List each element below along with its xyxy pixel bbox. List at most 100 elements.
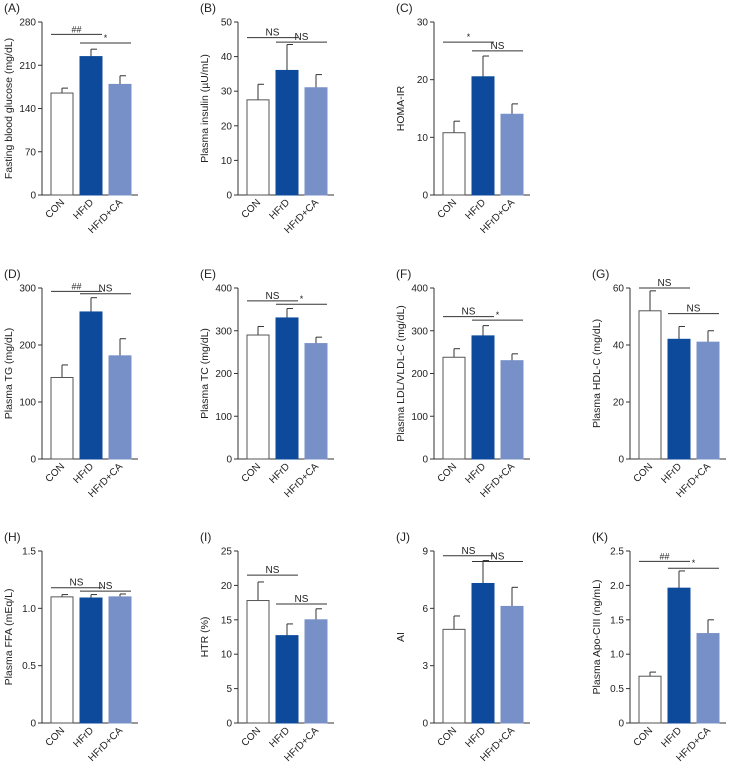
y-tick-label: 40 bbox=[221, 52, 233, 63]
significance-label: NS bbox=[491, 41, 505, 52]
x-tick-label: CON bbox=[240, 197, 264, 221]
panel-label: (I) bbox=[200, 530, 211, 544]
y-tick-label: 0 bbox=[422, 455, 428, 466]
significance-label: * bbox=[467, 32, 471, 42]
y-axis-label: Plasma FFA (mEq/L) bbox=[3, 589, 15, 686]
significance-label: * bbox=[496, 310, 500, 320]
bar-hfrd bbox=[471, 76, 495, 196]
significance-label: * bbox=[300, 294, 304, 304]
panel-label: (C) bbox=[396, 1, 413, 15]
y-tick-label: 15 bbox=[221, 615, 233, 626]
panel-label: (F) bbox=[396, 267, 411, 281]
y-tick-label: 0 bbox=[422, 191, 428, 202]
significance-label: NS bbox=[295, 594, 309, 605]
panel-label: (B) bbox=[200, 1, 216, 15]
bar-hfrd bbox=[667, 587, 691, 724]
bar-con bbox=[50, 376, 74, 460]
y-tick-label: 100 bbox=[19, 398, 36, 409]
bar-hfrdca bbox=[500, 360, 524, 460]
y-axis-label: Plasma Apo-CIII (ng/mL) bbox=[591, 580, 603, 695]
bar-hfrd bbox=[275, 69, 299, 196]
y-tick-label: 30 bbox=[417, 18, 429, 29]
y-tick-label: 30 bbox=[221, 87, 233, 98]
y-tick-label: 25 bbox=[221, 547, 233, 558]
y-tick-label: 20 bbox=[613, 398, 625, 409]
y-tick-label: 1.5 bbox=[610, 615, 624, 626]
bar-hfrd bbox=[471, 335, 495, 460]
y-tick-label: 70 bbox=[25, 147, 37, 158]
y-axis-label: HOMA-IR bbox=[395, 85, 407, 131]
y-tick-label: 1.0 bbox=[610, 650, 624, 661]
significance-label: NS bbox=[266, 565, 280, 576]
x-tick-label: CON bbox=[44, 725, 68, 749]
y-tick-label: 0 bbox=[422, 719, 428, 730]
y-tick-label: 300 bbox=[19, 284, 36, 295]
x-tick-label: HFrD bbox=[71, 197, 96, 222]
bar-hfrdca bbox=[304, 87, 328, 196]
x-tick-label: HFrD bbox=[267, 725, 292, 750]
significance-label: ## bbox=[71, 24, 81, 34]
x-tick-label: CON bbox=[436, 197, 460, 221]
bar-hfrdca bbox=[500, 113, 524, 196]
panel-label: (D) bbox=[4, 267, 21, 281]
y-tick-label: 2.5 bbox=[610, 547, 624, 558]
panel-label: (G) bbox=[592, 267, 609, 281]
y-tick-label: 0 bbox=[30, 455, 36, 466]
y-tick-label: 0 bbox=[30, 191, 36, 202]
significance-label: NS bbox=[266, 291, 280, 302]
bar-hfrd bbox=[79, 597, 103, 724]
significance-label: ## bbox=[71, 281, 81, 291]
y-tick-label: 400 bbox=[215, 284, 232, 295]
bar-con bbox=[246, 600, 270, 724]
y-tick-label: 6 bbox=[422, 604, 428, 615]
x-tick-label: HFrD bbox=[267, 461, 292, 486]
significance-label: NS bbox=[99, 284, 113, 295]
y-tick-label: 10 bbox=[221, 650, 233, 661]
bar-hfrdca bbox=[108, 355, 132, 460]
bar-con bbox=[442, 132, 466, 196]
x-tick-label: HFrD bbox=[71, 461, 96, 486]
bar-con bbox=[442, 356, 466, 460]
bar-con bbox=[638, 310, 662, 460]
y-tick-label: 1.0 bbox=[22, 604, 36, 615]
significance-label: NS bbox=[462, 307, 476, 318]
bar-hfrd bbox=[79, 311, 103, 460]
bar-hfrdca bbox=[304, 343, 328, 460]
y-axis-label: AI bbox=[395, 632, 407, 642]
y-axis-label: Fasting blood glucose (mg/dL) bbox=[3, 38, 15, 179]
x-tick-label: CON bbox=[240, 725, 264, 749]
significance-label: NS bbox=[70, 578, 84, 589]
significance-label: NS bbox=[462, 546, 476, 557]
panel-label: (J) bbox=[396, 530, 410, 544]
bar-hfrd bbox=[275, 635, 299, 724]
y-tick-label: 1.5 bbox=[22, 547, 36, 558]
significance-label: NS bbox=[99, 581, 113, 592]
y-tick-label: 50 bbox=[221, 18, 233, 29]
y-tick-label: 200 bbox=[411, 369, 428, 380]
x-tick-label: HFrD bbox=[463, 725, 488, 750]
panel-label: (E) bbox=[200, 267, 216, 281]
y-axis-label: Plasma TC (mg/dL) bbox=[199, 328, 211, 419]
x-tick-label: HFrD bbox=[659, 461, 684, 486]
bar-hfrdca bbox=[304, 619, 328, 724]
y-tick-label: 400 bbox=[411, 284, 428, 295]
bar-hfrdca bbox=[696, 633, 720, 724]
x-tick-label: CON bbox=[632, 725, 656, 749]
y-tick-label: 0 bbox=[226, 455, 232, 466]
x-tick-label: CON bbox=[436, 725, 460, 749]
y-tick-label: 0.5 bbox=[22, 661, 36, 672]
x-tick-label: HFrD bbox=[463, 461, 488, 486]
significance-label: NS bbox=[491, 552, 505, 563]
y-tick-label: 0 bbox=[226, 191, 232, 202]
y-tick-label: 100 bbox=[411, 412, 428, 423]
bar-hfrd bbox=[79, 56, 103, 196]
y-tick-label: 2.0 bbox=[610, 581, 624, 592]
y-tick-label: 210 bbox=[19, 61, 36, 72]
y-tick-label: 200 bbox=[215, 369, 232, 380]
significance-label: NS bbox=[658, 278, 672, 289]
bar-hfrdca bbox=[108, 83, 132, 196]
significance-label: * bbox=[692, 558, 696, 568]
x-tick-label: CON bbox=[632, 461, 656, 485]
y-axis-label: Plasma TG (mg/dL) bbox=[3, 328, 15, 419]
y-axis-label: HTR (%) bbox=[199, 617, 211, 658]
